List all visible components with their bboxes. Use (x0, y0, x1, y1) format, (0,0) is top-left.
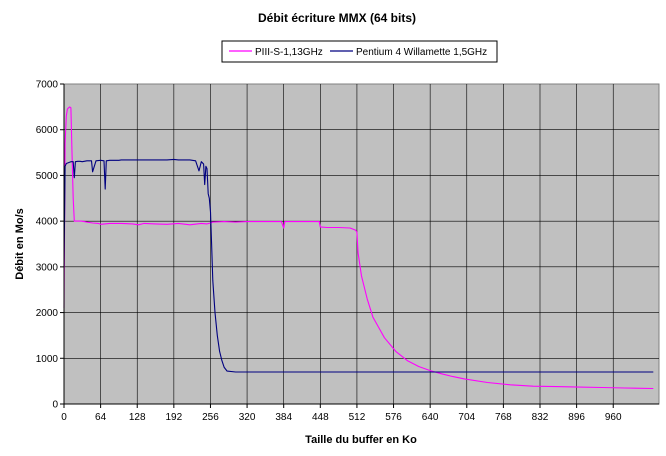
plot-area (63, 83, 660, 405)
y-tick-label: 2000 (36, 308, 59, 319)
y-axis-ticks: 0 1000 2000 3000 4000 5000 6000 7000 (36, 80, 64, 411)
series-lines (63, 106, 654, 390)
y-tick-label: 1000 (36, 354, 59, 365)
y-tick-label: 7000 (36, 80, 59, 91)
x-tick-label: 704 (458, 412, 475, 423)
x-tick-label: 256 (202, 412, 219, 423)
x-tick-label: 768 (495, 412, 512, 423)
x-tick-label: 448 (312, 412, 329, 423)
x-tick-label: 320 (239, 412, 256, 423)
x-tick-label: 896 (568, 412, 585, 423)
y-tick-label: 4000 (36, 217, 59, 228)
x-tick-label: 640 (422, 412, 439, 423)
x-tick-label: 960 (605, 412, 622, 423)
series-line-0 (63, 106, 654, 390)
x-tick-label: 576 (385, 412, 402, 423)
x-tick-label: 0 (61, 412, 67, 423)
gridlines (64, 84, 659, 404)
x-tick-label: 832 (532, 412, 549, 423)
x-tick-label: 128 (129, 412, 146, 423)
y-tick-label: 5000 (36, 171, 59, 182)
x-axis-label: Taille du buffer en Ko (305, 434, 417, 446)
y-tick-label: 0 (52, 400, 58, 411)
legend-label-piii: PIII-S-1,13GHz (255, 47, 323, 58)
chart-title: Débit écriture MMX (64 bits) (258, 11, 416, 25)
legend-label-p4: Pentium 4 Willamette 1,5GHz (356, 47, 487, 58)
x-tick-label: 384 (275, 412, 292, 423)
x-axis-ticks: 0 64 128 192 256 320 384 448 512 576 640 704 768 832 8… (61, 404, 622, 423)
x-tick-label: 512 (349, 412, 366, 423)
y-tick-label: 6000 (36, 125, 59, 136)
legend: PIII-S-1,13GHz Pentium 4 Willamette 1,5G… (221, 40, 498, 63)
x-tick-label: 64 (95, 412, 107, 423)
legend-box (221, 40, 498, 63)
y-tick-label: 3000 (36, 262, 59, 273)
y-axis-label: Débit en Mo/s (14, 208, 26, 280)
series-line-1 (63, 158, 654, 373)
x-tick-label: 192 (166, 412, 183, 423)
